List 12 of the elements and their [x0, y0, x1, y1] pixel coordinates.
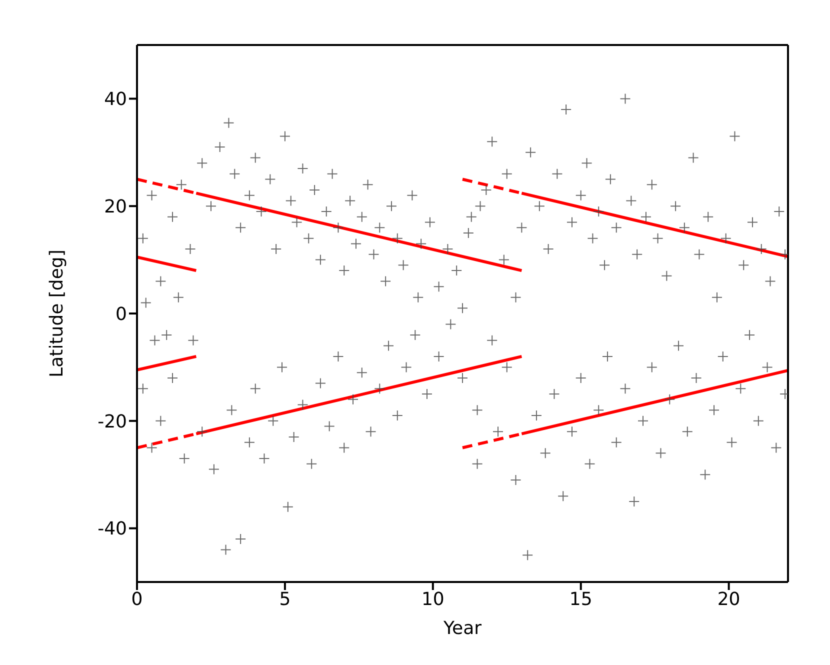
- x-tick-label: 0: [131, 588, 143, 610]
- x-tick-label: 5: [279, 588, 291, 610]
- y-axis-title: Latitude [deg]: [46, 250, 68, 378]
- x-tick-label: 15: [569, 588, 592, 610]
- y-tick-label: 20: [104, 196, 127, 218]
- y-tick-label: -40: [98, 518, 127, 540]
- y-tick-label: 0: [116, 304, 127, 325]
- x-tick-label: 20: [717, 588, 740, 610]
- y-tick-label: 40: [104, 89, 127, 110]
- y-tick-label: -20: [98, 411, 127, 432]
- x-axis-title: Year: [442, 618, 482, 639]
- x-tick-label: 10: [421, 588, 444, 610]
